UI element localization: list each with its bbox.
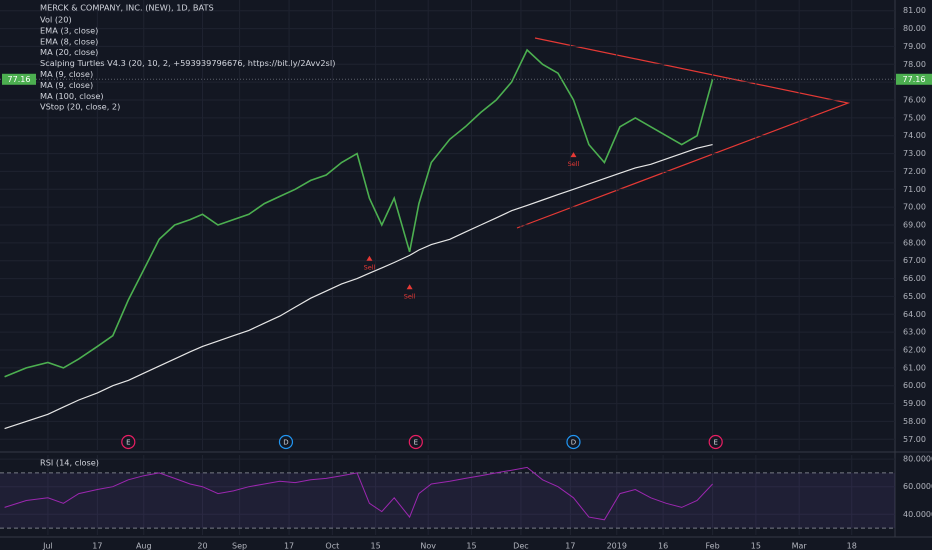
chart-title: MERCK & COMPANY, INC. (NEW), 1D, BATS	[40, 3, 214, 13]
signal-arrow	[406, 284, 413, 290]
last-price-box	[2, 73, 36, 85]
rsi-band-fill	[0, 472, 895, 529]
y-tick-label: 64.00	[903, 310, 926, 319]
y-tick-label: 58.00	[903, 417, 926, 426]
y-tick-label: 71.00	[903, 185, 926, 194]
y-tick-label: 79.00	[903, 42, 926, 51]
x-tick-label: Sep	[232, 542, 247, 550]
legend-entry: Vol (20)	[40, 15, 72, 25]
event-label: E	[713, 439, 717, 447]
event-label: E	[414, 439, 418, 447]
event-label: D	[571, 439, 576, 447]
y-tick-label: 68.00	[903, 238, 926, 247]
y-tick-label: 59.00	[903, 399, 926, 408]
signal-label: Sell	[568, 160, 580, 168]
triangle-drawing	[516, 37, 851, 229]
signal-arrow	[570, 152, 577, 158]
event-marker	[708, 434, 723, 450]
legend-entry: MA (9, close)	[40, 80, 93, 90]
signal-label: Sell	[364, 264, 376, 272]
rsi-title: RSI (14, close)	[40, 458, 99, 468]
x-tick-label: 15	[466, 542, 476, 550]
y-tick-label: 60.0000	[903, 482, 932, 491]
y-tick-label: 70.00	[903, 203, 926, 212]
x-tick-label: Feb	[706, 542, 720, 550]
x-tick-label: Aug	[136, 542, 152, 550]
x-tick-label: 2019	[607, 542, 627, 550]
legend-entry: Scalping Turtles V4.3 (20, 10, 2, +59393…	[40, 58, 335, 68]
y-tick-label: 40.0000	[903, 510, 932, 519]
event-marker	[278, 434, 294, 450]
event-marker	[566, 434, 581, 450]
x-tick-label: Dec	[513, 542, 528, 550]
x-tick-label: Mar	[792, 542, 808, 550]
x-tick-label: 17	[565, 542, 575, 550]
x-tick-label: 16	[658, 542, 668, 550]
y-tick-label: 74.00	[903, 131, 926, 140]
x-tick-label: 20	[197, 542, 207, 550]
y-tick-label: 61.00	[903, 363, 926, 372]
ma-line	[4, 144, 713, 430]
y-tick-label: 80.00	[903, 24, 926, 33]
legend-entry: MA (100, close)	[40, 91, 104, 101]
y-tick-label: 78.00	[903, 60, 926, 69]
legend-entry: VStop (20, close, 2)	[40, 102, 120, 112]
last-price-label: 77.16	[8, 75, 31, 84]
y-tick-label: 81.00	[903, 6, 926, 15]
y-tick-label: 69.00	[903, 221, 926, 230]
price-line	[4, 48, 714, 378]
legend-entry: EMA (8, close)	[40, 36, 98, 46]
y-tick-label: 63.00	[903, 328, 926, 337]
y-tick-label: 67.00	[903, 256, 926, 265]
x-tick-label: 17	[92, 542, 102, 550]
last-price-box	[896, 73, 932, 85]
y-tick-label: 66.00	[903, 274, 926, 283]
x-tick-label: 17	[284, 542, 294, 550]
y-tick-label: 76.00	[903, 96, 926, 105]
rsi-line	[4, 466, 713, 521]
event-label: E	[126, 439, 130, 447]
signal-arrow	[366, 255, 373, 261]
x-tick-label: 18	[847, 542, 857, 550]
event-label: D	[283, 439, 288, 447]
event-marker	[121, 434, 136, 450]
x-tick-label: Nov	[420, 542, 436, 550]
y-tick-label: 57.00	[903, 435, 926, 444]
event-marker	[408, 434, 423, 450]
y-tick-label: 60.00	[903, 381, 926, 390]
signal-label: Sell	[404, 292, 416, 300]
legend-entry: EMA (3, close)	[40, 25, 98, 35]
y-tick-label: 75.00	[903, 113, 926, 122]
x-tick-label: 15	[751, 542, 761, 550]
y-tick-label: 80.0000	[903, 455, 932, 464]
y-tick-label: 73.00	[903, 149, 926, 158]
y-tick-label: 65.00	[903, 292, 926, 301]
legend-entry: MA (20, close)	[40, 47, 98, 57]
x-tick-label: Oct	[325, 542, 339, 550]
y-tick-label: 62.00	[903, 346, 926, 355]
x-tick-label: 15	[371, 542, 381, 550]
last-price-label: 77.16	[903, 75, 926, 84]
x-tick-label: Jul	[42, 542, 53, 550]
y-tick-label: 72.00	[903, 167, 926, 176]
legend-entry: MA (9, close)	[40, 69, 93, 79]
